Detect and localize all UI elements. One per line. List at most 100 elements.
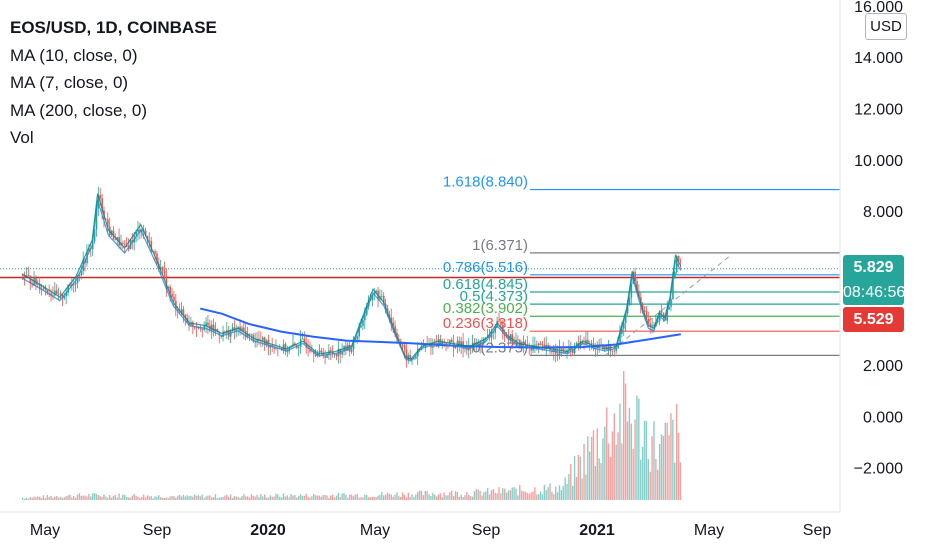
ma-price-badge: 5.529 — [843, 307, 904, 332]
volume-bar — [579, 456, 581, 500]
volume-bar — [231, 497, 234, 500]
candle-body — [354, 339, 357, 341]
volume-bar — [613, 413, 615, 500]
volume-bar — [57, 497, 60, 500]
volume-bar — [141, 497, 143, 500]
volume-bar — [350, 494, 353, 500]
volume-bar — [407, 492, 409, 500]
candle-body — [256, 338, 258, 342]
volume-bar — [29, 497, 31, 500]
candle-body — [65, 292, 68, 297]
volume-bar — [356, 493, 358, 500]
volume-bar — [239, 497, 241, 500]
candle-body — [358, 327, 361, 337]
candle-body — [205, 322, 207, 326]
y-tick-label: −2.000 — [854, 461, 903, 478]
candle-body — [560, 348, 563, 350]
candle-body — [553, 348, 555, 353]
volume-bar — [150, 496, 152, 500]
x-tick-label: May — [360, 522, 390, 539]
candle-body — [137, 229, 139, 232]
volume-bar — [541, 494, 544, 500]
ma-7-label[interactable]: MA (7, close, 0) — [10, 73, 129, 92]
volume-bar — [594, 465, 597, 500]
volume-bar — [437, 494, 440, 500]
ma-10-line — [21, 199, 682, 362]
volume-bar — [511, 487, 513, 500]
candle-body — [498, 320, 500, 322]
candle-body — [254, 341, 257, 343]
volume-bar — [314, 495, 317, 500]
volume-bar — [585, 474, 587, 500]
volume-bar — [381, 492, 383, 500]
volume-bar — [82, 495, 84, 500]
y-tick-label: 16.000 — [854, 0, 903, 16]
volume-bar — [364, 494, 366, 500]
volume-bar — [509, 490, 512, 500]
volume-bar — [203, 498, 205, 500]
volume-bar — [352, 496, 355, 500]
volume-bar — [405, 497, 408, 500]
volume-bar — [507, 490, 510, 500]
candle-body — [267, 340, 270, 348]
candle-body — [672, 277, 674, 300]
candle-body — [95, 208, 98, 230]
candle-body — [309, 349, 311, 352]
volume-bar — [551, 491, 553, 500]
candle-body — [169, 286, 172, 294]
volume-bar — [39, 496, 41, 500]
volume-bar — [515, 488, 517, 500]
volume-bar — [666, 422, 668, 500]
candle-body — [303, 338, 306, 343]
volume-bar — [473, 491, 476, 500]
candle-body — [556, 353, 559, 355]
candle-body — [243, 327, 245, 332]
volume-bar — [434, 494, 436, 500]
candle-body — [534, 344, 536, 346]
candle-body — [541, 344, 544, 346]
volume-bar — [271, 496, 273, 500]
volume-bar — [175, 497, 177, 500]
volume-bar — [42, 495, 45, 500]
candle-body — [364, 314, 366, 321]
volume-bar — [554, 486, 557, 500]
volume-label[interactable]: Vol — [10, 128, 34, 147]
volume-bar — [590, 436, 593, 500]
volume-bar — [466, 492, 468, 500]
volume-bar — [35, 497, 37, 500]
volume-bar — [409, 497, 411, 500]
volume-bar — [479, 490, 481, 500]
candle-body — [621, 328, 623, 334]
x-tick-label: Sep — [143, 522, 172, 539]
candle-body — [530, 346, 533, 351]
currency-button[interactable]: USD — [865, 13, 907, 40]
volume-bar — [589, 451, 591, 500]
volume-bar — [558, 485, 561, 500]
candle-body — [460, 341, 463, 347]
candle-body — [239, 326, 241, 331]
volume-bar — [33, 496, 35, 500]
volume-bar — [469, 496, 472, 500]
volume-bar — [103, 494, 105, 500]
symbol-title[interactable]: EOS/USD, 1D, COINBASE — [10, 18, 217, 37]
volume-bar — [318, 495, 321, 500]
candle-body — [362, 320, 364, 327]
volume-bar — [212, 496, 215, 500]
volume-bar — [209, 495, 211, 500]
candle-body — [401, 344, 404, 346]
volume-bar — [417, 492, 419, 500]
candle-body — [454, 346, 457, 349]
candle-body — [590, 343, 593, 345]
candle-body — [651, 325, 653, 327]
volume-bar — [418, 490, 421, 500]
volume-bar — [56, 496, 58, 500]
volume-bar — [69, 494, 71, 500]
volume-bar — [50, 495, 52, 500]
candle-body — [615, 348, 618, 352]
candle-body — [23, 275, 26, 278]
volume-bar — [63, 497, 65, 500]
candle-body — [322, 352, 325, 356]
ma-200-label[interactable]: MA (200, close, 0) — [10, 100, 148, 120]
ma-10-label[interactable]: MA (10, close, 0) — [10, 45, 138, 65]
